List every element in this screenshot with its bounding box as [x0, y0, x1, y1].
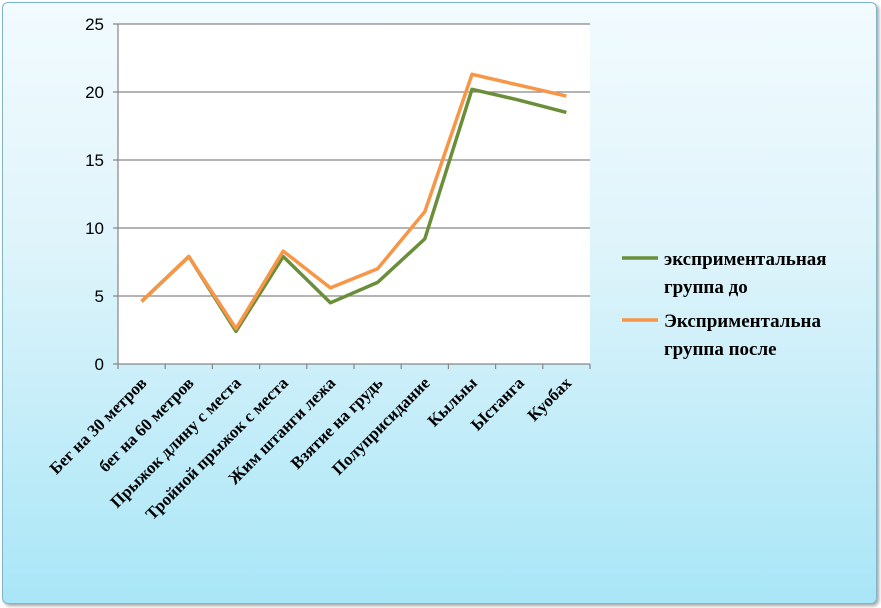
y-tick-label: 15 — [85, 151, 104, 170]
x-category-label: Куобах — [524, 373, 576, 425]
legend-label-2: Эксприментальна группа после — [664, 311, 821, 360]
plot-area — [118, 24, 590, 364]
y-tick-label: 25 — [85, 15, 104, 34]
y-tick-label: 20 — [85, 83, 104, 102]
legend-label-1: эксприментальная группа до — [664, 249, 827, 298]
y-tick-label: 5 — [95, 287, 104, 306]
series-line-2 — [140, 72, 567, 331]
y-tick-label: 10 — [85, 219, 104, 238]
y-tick-label: 0 — [95, 355, 104, 374]
